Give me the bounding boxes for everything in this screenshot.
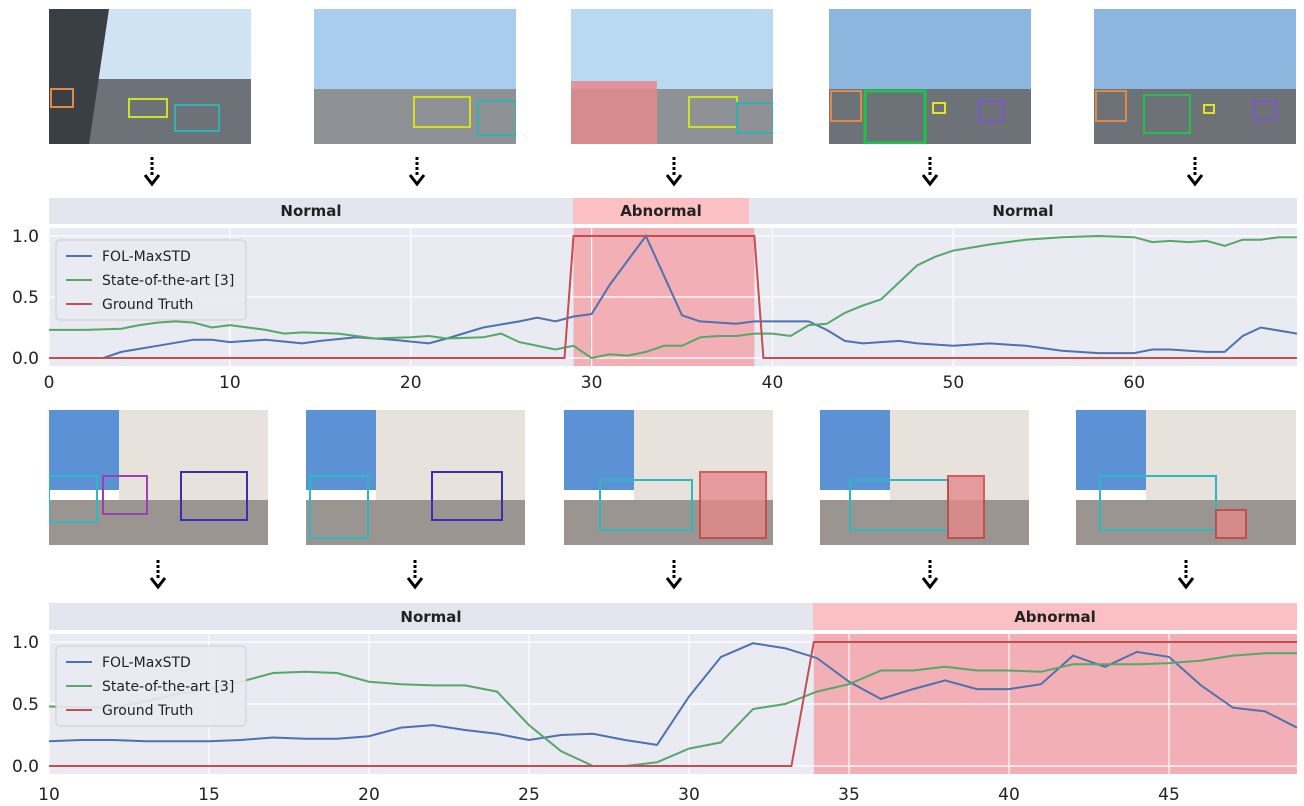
phase-label-abnormal: Abnormal <box>813 603 1297 630</box>
bottom-thumbnail-1 <box>49 410 268 545</box>
series-line-3 <box>49 235 1297 359</box>
arrow-down-icon <box>143 157 161 187</box>
arrow-down-icon <box>1186 157 1204 187</box>
x-tick-label: 10 <box>219 373 241 393</box>
anomaly-score-chart-bottom: 0.0 0.5 1.0 10 15 20 25 30 35 40 45 FOL-MaxSTD State… <box>12 633 1298 805</box>
bottom-thumbnail-2 <box>306 410 525 545</box>
y-tick-label: 0.0 <box>12 757 39 777</box>
x-tick-label: 40 <box>998 785 1020 805</box>
x-tick-label: 40 <box>762 373 784 393</box>
x-tick-label: 25 <box>518 785 540 805</box>
arrow-down-icon <box>149 560 167 590</box>
legend-label: FOL-MaxSTD <box>102 249 191 265</box>
y-tick-label: 0.5 <box>12 288 39 308</box>
phase-label-abnormal: Abnormal <box>573 198 749 224</box>
series-line-3 <box>49 641 1297 767</box>
legend-box <box>55 645 247 727</box>
top-thumbnail-4 <box>829 9 1031 144</box>
x-tick-label: 30 <box>678 785 700 805</box>
arrow-down-icon <box>665 560 683 590</box>
arrow-down-icon <box>1177 560 1195 590</box>
x-tick-label: 10 <box>38 785 60 805</box>
x-tick-label: 15 <box>198 785 220 805</box>
legend-label: State-of-the-art [3] <box>102 679 234 695</box>
arrow-down-icon <box>665 157 683 187</box>
legend-label: FOL-MaxSTD <box>102 655 191 671</box>
y-tick-label: 0.5 <box>12 695 39 715</box>
y-tick-label: 1.0 <box>12 227 39 247</box>
top-thumbnail-1 <box>49 9 251 144</box>
legend-label: State-of-the-art [3] <box>102 273 234 289</box>
legend-label: Ground Truth <box>102 297 193 313</box>
top-thumbnail-3 <box>571 9 773 144</box>
x-tick-label: 30 <box>581 373 603 393</box>
x-tick-label: 50 <box>943 373 965 393</box>
bottom-thumbnail-4 <box>820 410 1029 545</box>
phase-label-normal: Normal <box>49 603 813 630</box>
y-tick-label: 1.0 <box>12 633 39 653</box>
phase-label-normal: Normal <box>749 198 1297 224</box>
x-tick-label: 60 <box>1123 373 1145 393</box>
legend-box <box>55 239 247 321</box>
series-line-2 <box>49 234 1297 360</box>
legend-label: Ground Truth <box>102 703 193 719</box>
bottom-thumbnail-5 <box>1076 410 1296 545</box>
arrow-down-icon <box>921 157 939 187</box>
series-line-2 <box>48 652 1297 767</box>
top-thumbnail-5 <box>1094 9 1296 144</box>
x-tick-label: 35 <box>838 785 860 805</box>
arrow-down-icon <box>921 560 939 590</box>
y-tick-label: 0.0 <box>12 349 39 369</box>
bottom-thumbnail-3 <box>564 410 773 545</box>
x-tick-label: 45 <box>1158 785 1180 805</box>
arrow-down-icon <box>406 560 424 590</box>
anomaly-score-chart-top: 0.0 0.5 1.0 0 10 20 30 40 50 60 FOL-MaxSTD State-of… <box>12 227 1298 393</box>
x-tick-label: 20 <box>400 373 422 393</box>
x-tick-label: 20 <box>358 785 380 805</box>
arrow-down-icon <box>408 157 426 187</box>
series-line-1 <box>102 234 1298 359</box>
phase-label-normal: Normal <box>49 198 573 224</box>
x-tick-label: 0 <box>44 373 55 393</box>
top-thumbnail-2 <box>314 9 516 144</box>
series-line-1 <box>48 642 1298 746</box>
